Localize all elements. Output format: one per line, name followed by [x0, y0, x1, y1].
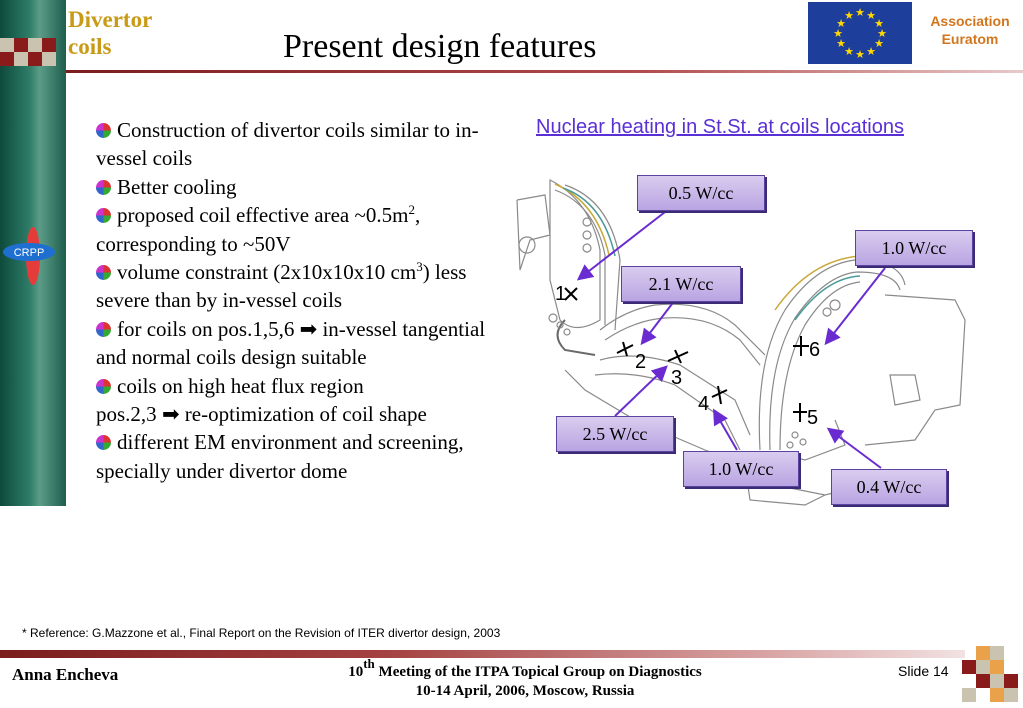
bullet-item: proposed coil effective area ~0.5m2, cor… [96, 202, 421, 256]
eu-flag-logo: ★ ★ ★ ★ ★ ★ ★ ★ ★ ★ ★ ★ [808, 2, 912, 64]
coil-position-label: 6 [809, 339, 820, 361]
bullet-item: volume constraint (2x10x10x10 cm3) less … [96, 259, 467, 313]
svg-text:★: ★ [833, 28, 843, 40]
association-label: Association Euratom [930, 13, 1010, 47]
svg-text:★: ★ [844, 46, 854, 58]
svg-text:★: ★ [866, 46, 876, 58]
bullet-icon [96, 208, 111, 224]
svg-text:★: ★ [866, 10, 876, 22]
meeting-info: 10th Meeting of the ITPA Topical Group o… [348, 656, 702, 699]
bullet-list: Construction of divertor coils similar t… [96, 116, 501, 485]
page-title: Present design features [283, 28, 597, 65]
bullet-icon [96, 179, 111, 195]
callout-position-4: 1.0 W/cc [683, 451, 799, 487]
callout-arrow [824, 267, 886, 346]
bullet-icon [96, 435, 111, 451]
svg-text:★: ★ [877, 28, 887, 40]
bullet-item: coils on high heat flux region [96, 372, 501, 400]
coil-position-label: 3 [671, 367, 682, 389]
coil-position-label: 2 [635, 351, 646, 373]
figure-title-link[interactable]: Nuclear heating in St.St. at coils locat… [536, 116, 904, 138]
crpp-logo: CRPP [0, 226, 66, 286]
svg-text:★: ★ [855, 49, 865, 61]
slide-number: Slide 14 [898, 663, 949, 679]
bullet-item: Construction of divertor coils similar t… [96, 118, 479, 171]
arrow-icon: ➡ [299, 316, 318, 341]
bullet-icon [96, 123, 111, 138]
svg-text:★: ★ [836, 38, 846, 50]
svg-text:★: ★ [855, 7, 865, 19]
callout-arrow [614, 365, 668, 417]
svg-text:★: ★ [874, 18, 884, 30]
callout-position-6: 1.0 W/cc [855, 230, 973, 266]
svg-text:★: ★ [874, 38, 884, 50]
bullet-item: Better cooling [96, 173, 501, 201]
callout-position-2: 2.1 W/cc [621, 266, 741, 302]
callout-position-1: 0.5 W/cc [637, 175, 765, 211]
bullet-icon [96, 378, 111, 394]
callout-arrow [712, 408, 738, 451]
bullet-item-continuation: pos.2,3 ➡ re-optimization of coil shape [96, 402, 427, 427]
callout-position-5: 0.4 W/cc [831, 469, 947, 505]
coil-position-label: 4 [698, 393, 709, 415]
bullet-item: for coils on pos.1,5,6 ➡ in-vessel tange… [96, 316, 486, 370]
reference-note: * Reference: G.Mazzone et al., Final Rep… [22, 626, 501, 640]
callout-position-3: 2.5 W/cc [556, 416, 674, 452]
callout-arrow [640, 299, 676, 346]
svg-text:★: ★ [836, 18, 846, 30]
bullet-icon [96, 265, 111, 281]
divertor-cross-section-drawing: 1 2 3 4 5 6 [516, 179, 966, 506]
bullet-item: different EM environment and screening, … [96, 430, 464, 483]
bottom-checker-decoration [962, 646, 1023, 708]
coil-position-label: 1 [555, 283, 566, 305]
callout-arrow [576, 211, 666, 281]
callout-arrow [826, 427, 882, 469]
svg-text:CRPP: CRPP [14, 247, 45, 259]
section-title: Divertor coils [68, 7, 153, 59]
arrow-icon: ➡ [161, 402, 180, 427]
author-name: Anna Encheva [12, 665, 119, 684]
coil-position-label: 5 [807, 407, 818, 429]
top-checker-decoration [0, 38, 66, 68]
svg-text:★: ★ [844, 10, 854, 22]
bullet-icon [96, 321, 111, 337]
header-divider [66, 70, 1023, 73]
footer-divider [0, 650, 965, 658]
